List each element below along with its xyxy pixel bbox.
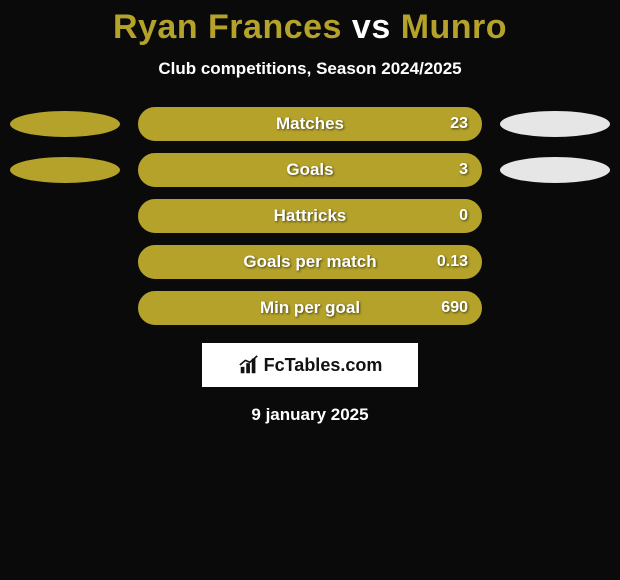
bar-chart-icon xyxy=(238,354,260,376)
stat-bar-fill xyxy=(138,199,482,233)
vs-text: vs xyxy=(352,8,391,46)
stat-bar: Min per goal690 xyxy=(138,291,482,325)
player2-name: Munro xyxy=(401,8,507,46)
player1-ellipse xyxy=(10,111,120,137)
stat-row: Min per goal690 xyxy=(0,291,620,325)
stat-bar-fill xyxy=(138,245,482,279)
page-title: Ryan Frances vs Munro xyxy=(0,8,620,47)
stat-bar: Matches23 xyxy=(138,107,482,141)
player1-name: Ryan Frances xyxy=(113,8,342,46)
stat-bar: Goals3 xyxy=(138,153,482,187)
stat-bar: Hattricks0 xyxy=(138,199,482,233)
brand-badge: FcTables.com xyxy=(202,343,418,387)
stat-row: Matches23 xyxy=(0,107,620,141)
stat-bar-fill xyxy=(138,107,482,141)
stat-row: Goals per match0.13 xyxy=(0,245,620,279)
stat-bar-fill xyxy=(138,291,482,325)
subtitle: Club competitions, Season 2024/2025 xyxy=(0,59,620,79)
comparison-card: Ryan Frances vs Munro Club competitions,… xyxy=(0,0,620,425)
stat-bar-fill xyxy=(138,153,482,187)
player2-ellipse xyxy=(500,111,610,137)
brand-text: FcTables.com xyxy=(264,355,383,376)
stat-row: Hattricks0 xyxy=(0,199,620,233)
date-text: 9 january 2025 xyxy=(0,405,620,425)
stat-bar: Goals per match0.13 xyxy=(138,245,482,279)
stat-row: Goals3 xyxy=(0,153,620,187)
stats-list: Matches23 Goals3 Hattricks0 Goals per match… xyxy=(0,107,620,325)
player2-ellipse xyxy=(500,157,610,183)
player1-ellipse xyxy=(10,157,120,183)
